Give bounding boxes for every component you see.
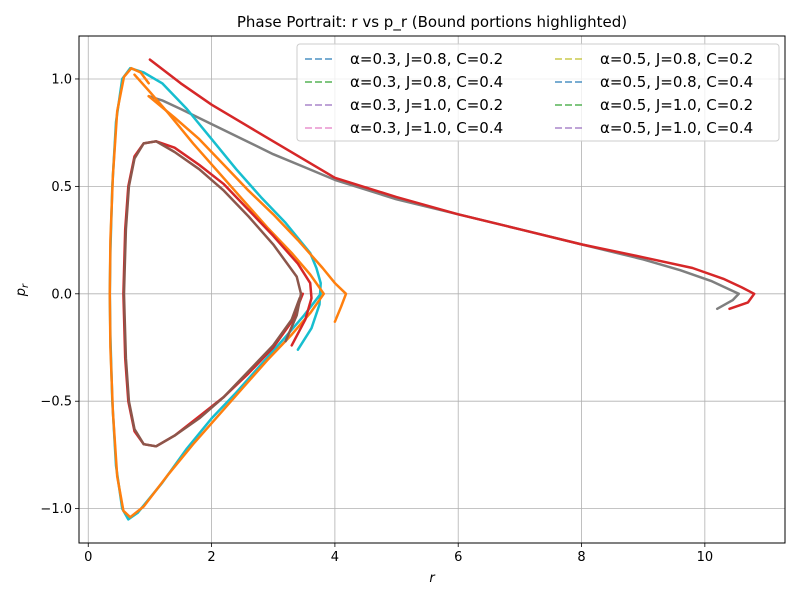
series-line-5 [147,94,348,323]
legend-label: α=0.5, J=0.8, C=0.4 [600,73,753,91]
legend: α=0.3, J=0.8, C=0.2 α=0.3, J=0.8, C=0.4 α=… [296,43,780,142]
y-tick-label: −1.0 [40,502,72,517]
legend-label: α=0.3, J=1.0, C=0.4 [350,119,503,137]
legend-label: α=0.3, J=0.8, C=0.4 [350,73,503,91]
chart-title: Phase Portrait: r vs p_r (Bound portions… [237,13,627,32]
x-tick-label: 8 [577,550,585,565]
series-layer [108,58,756,521]
x-tick-label: 0 [84,550,92,565]
legend-label: α=0.3, J=1.0, C=0.2 [350,96,503,114]
legend-label: α=0.5, J=1.0, C=0.2 [600,96,753,114]
series-line-7 [122,140,303,448]
y-tick-label: 0.5 [51,180,72,195]
legend-box [296,43,780,142]
y-axis-label: pr [14,283,31,297]
y-tick-label: 0.0 [51,287,72,302]
x-tick-label: 2 [207,550,215,565]
y-axis-label-base: p [14,288,29,297]
x-tick-label: 6 [454,550,462,565]
legend-label: α=0.3, J=0.8, C=0.2 [350,50,503,68]
x-tick-label: 10 [697,550,714,565]
series-line-2 [148,58,756,311]
axis-ticks: 0 2 4 6 8 10 −1.0 −0.5 0.0 0.5 1.0 [40,72,713,565]
legend-label: α=0.5, J=0.8, C=0.2 [600,50,753,68]
x-axis-label: r [429,571,436,586]
y-axis-label-subscript: r [20,283,31,288]
x-tick-label: 4 [331,550,339,565]
y-tick-label: −0.5 [40,395,72,410]
legend-label: α=0.5, J=1.0, C=0.4 [600,119,753,137]
y-tick-label: 1.0 [51,72,72,87]
series-line-4 [108,66,326,519]
plot-frame [78,35,786,544]
